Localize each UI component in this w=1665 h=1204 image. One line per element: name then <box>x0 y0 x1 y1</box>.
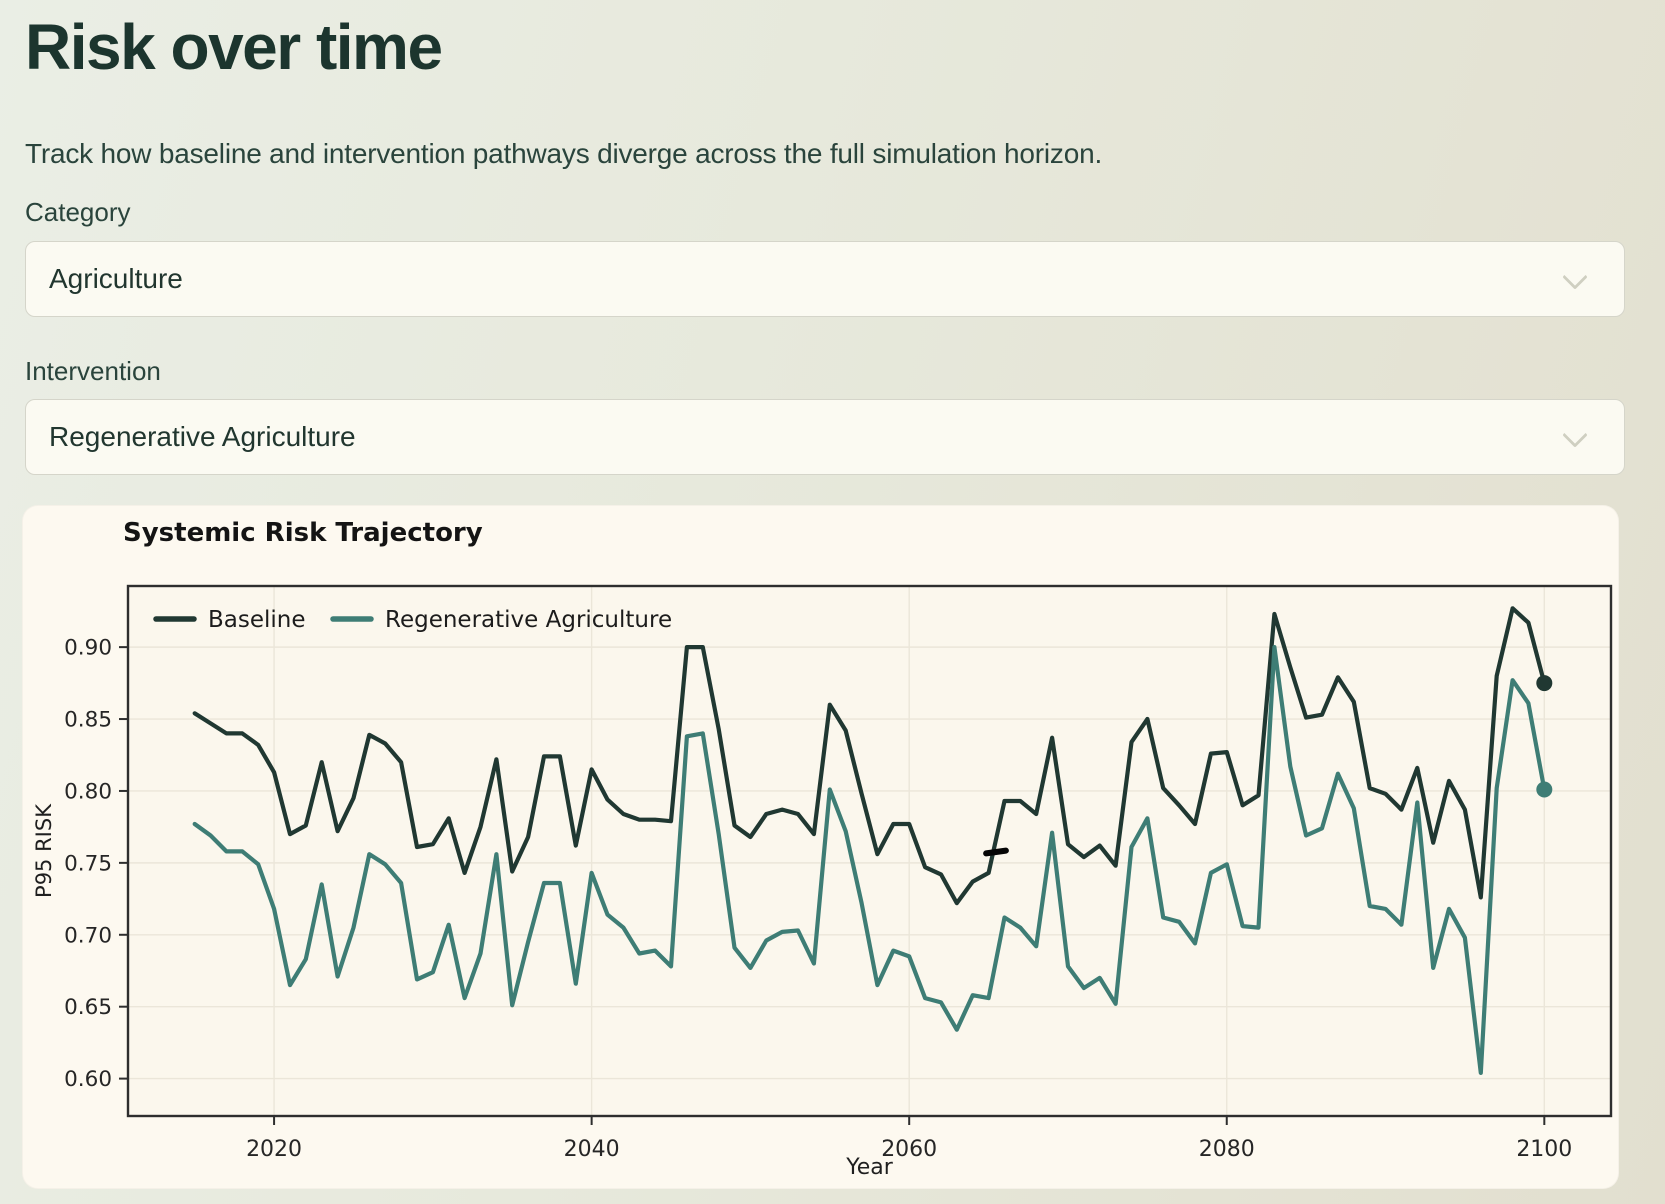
x-tick-label: 2020 <box>246 1137 302 1162</box>
y-tick-label: 0.75 <box>64 851 112 876</box>
page-title: Risk over time <box>25 11 443 83</box>
intervention-select[interactable]: Regenerative Agriculture <box>25 399 1625 475</box>
y-tick-label: 0.65 <box>64 995 112 1020</box>
category-label: Category <box>25 197 131 227</box>
baseline-end-marker <box>1536 675 1553 692</box>
y-tick-label: 0.85 <box>64 708 112 733</box>
intervention-select-value: Regenerative Agriculture <box>49 421 356 452</box>
chart-title: Systemic Risk Trajectory <box>123 518 483 548</box>
intervention-label: Intervention <box>25 356 161 386</box>
x-tick-label: 2060 <box>881 1137 937 1162</box>
y-tick-label: 0.60 <box>64 1067 112 1092</box>
category-select[interactable]: Agriculture <box>25 241 1625 317</box>
x-tick-label: 2100 <box>1516 1137 1572 1162</box>
y-tick-label: 0.90 <box>64 636 112 661</box>
chart-card: Systemic Risk Trajectory 0.60 0.65 0.70 0.7… <box>22 505 1619 1189</box>
plot-border <box>126 584 1613 1118</box>
legend-label: Baseline <box>208 607 306 633</box>
chevron-down-icon <box>1562 422 1588 448</box>
x-axis-label: Year <box>845 1155 894 1180</box>
baseline-line <box>192 606 1547 906</box>
x-tick-label: 2040 <box>564 1137 620 1162</box>
y-tick-label: 0.70 <box>64 923 112 948</box>
intervention-end-marker <box>1536 781 1553 798</box>
y-tick-label: 0.80 <box>64 779 112 804</box>
intervention-line <box>192 645 1547 1076</box>
page-subtitle: Track how baseline and intervention path… <box>25 138 1103 169</box>
y-axis-label: P95 RISK <box>32 803 56 898</box>
category-select-value: Agriculture <box>49 263 183 294</box>
risk-chart-svg: 0.60 0.65 0.70 0.75 0.80 0.85 0.90 2020 2040 2060… <box>32 584 1613 1180</box>
legend-label: Regenerative Agriculture <box>385 607 672 633</box>
plot-area <box>128 586 1611 1116</box>
x-tick-label: 2080 <box>1199 1137 1255 1162</box>
chevron-down-icon <box>1562 264 1588 290</box>
